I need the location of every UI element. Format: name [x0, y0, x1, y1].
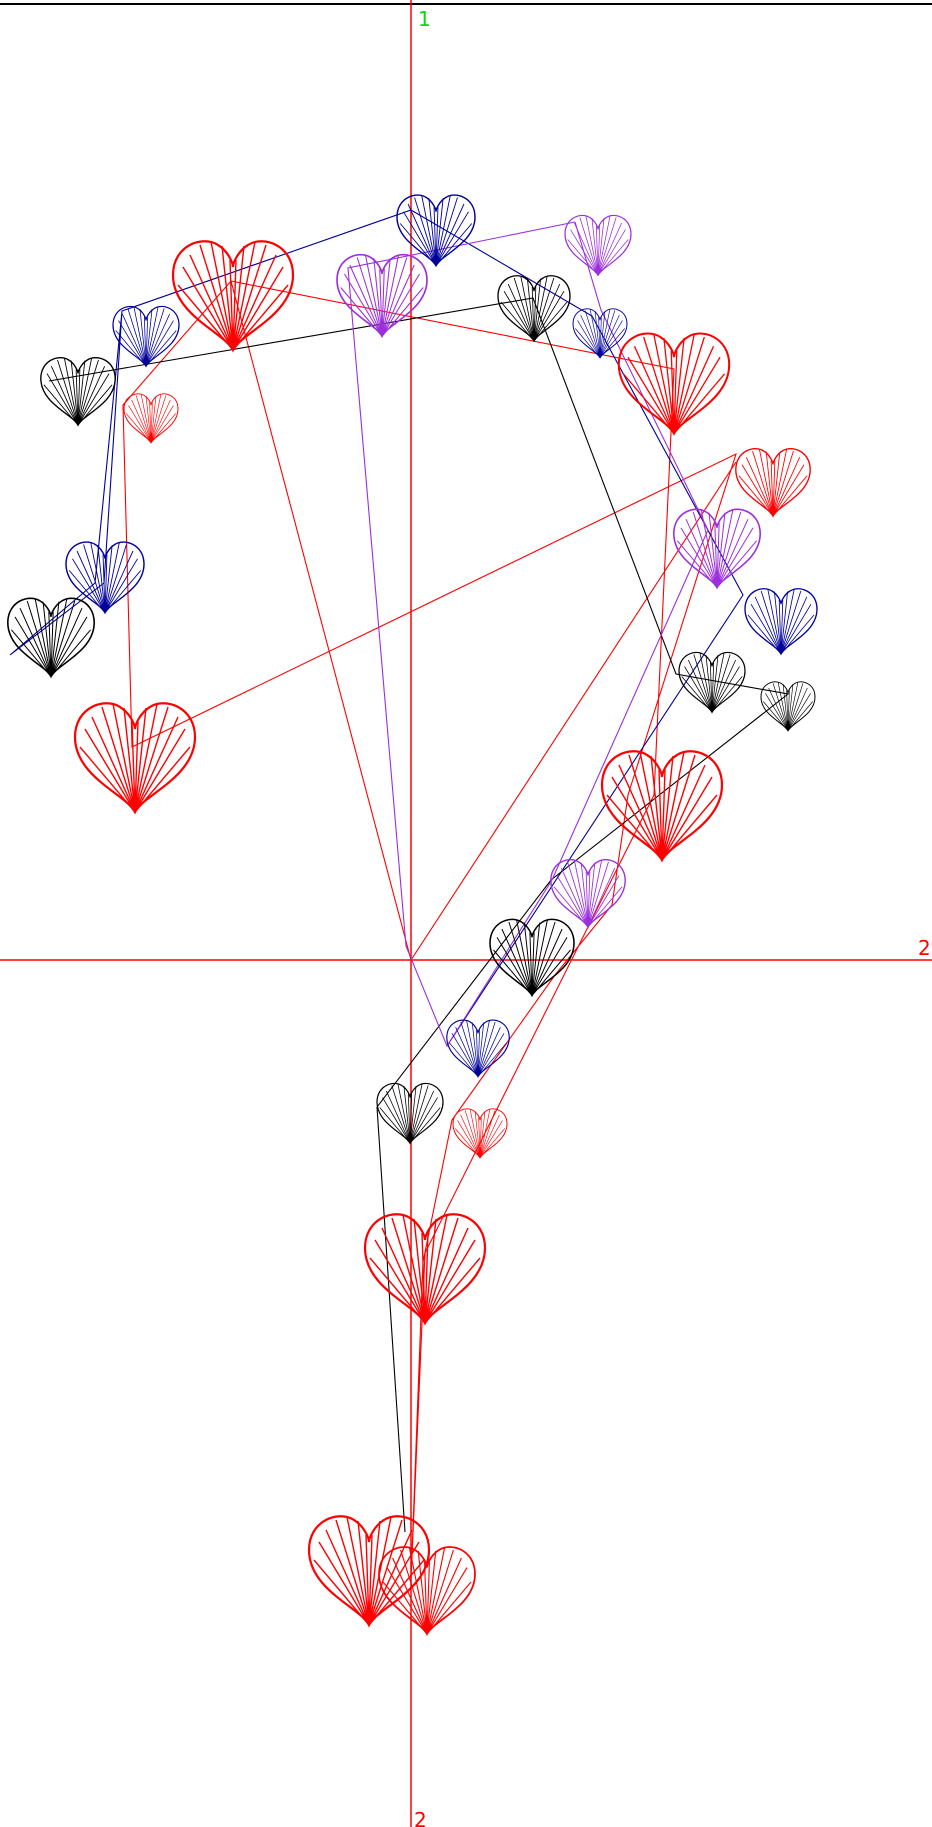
axis-label-top: 1 — [418, 7, 431, 31]
heart-icon — [600, 750, 724, 862]
heart-icon — [73, 702, 197, 814]
heart-icon — [363, 1213, 487, 1325]
heart-icon — [65, 541, 145, 614]
axis-label-right: 2 — [918, 936, 931, 960]
heart-icon — [744, 588, 818, 655]
heart-icon — [673, 508, 761, 589]
heart-icon — [446, 1019, 510, 1078]
heart-icon — [497, 275, 571, 342]
heart-icon — [452, 1108, 508, 1159]
heart-icon — [7, 597, 95, 678]
heart-icon — [112, 305, 180, 367]
blue-path — [9, 209, 744, 1047]
heart-icon — [171, 240, 295, 352]
heart-icon — [678, 651, 746, 713]
heart-icon — [735, 447, 811, 517]
heart-icon — [40, 356, 116, 426]
heart-icon — [760, 681, 816, 732]
heart-icon — [564, 214, 632, 276]
heart-icon — [123, 393, 179, 444]
red-path — [122, 279, 737, 1581]
axis-label-bottom: 2 — [414, 1808, 427, 1827]
heart-icon — [376, 1082, 444, 1144]
purple-path — [347, 221, 709, 1048]
heart-icon — [617, 332, 731, 435]
